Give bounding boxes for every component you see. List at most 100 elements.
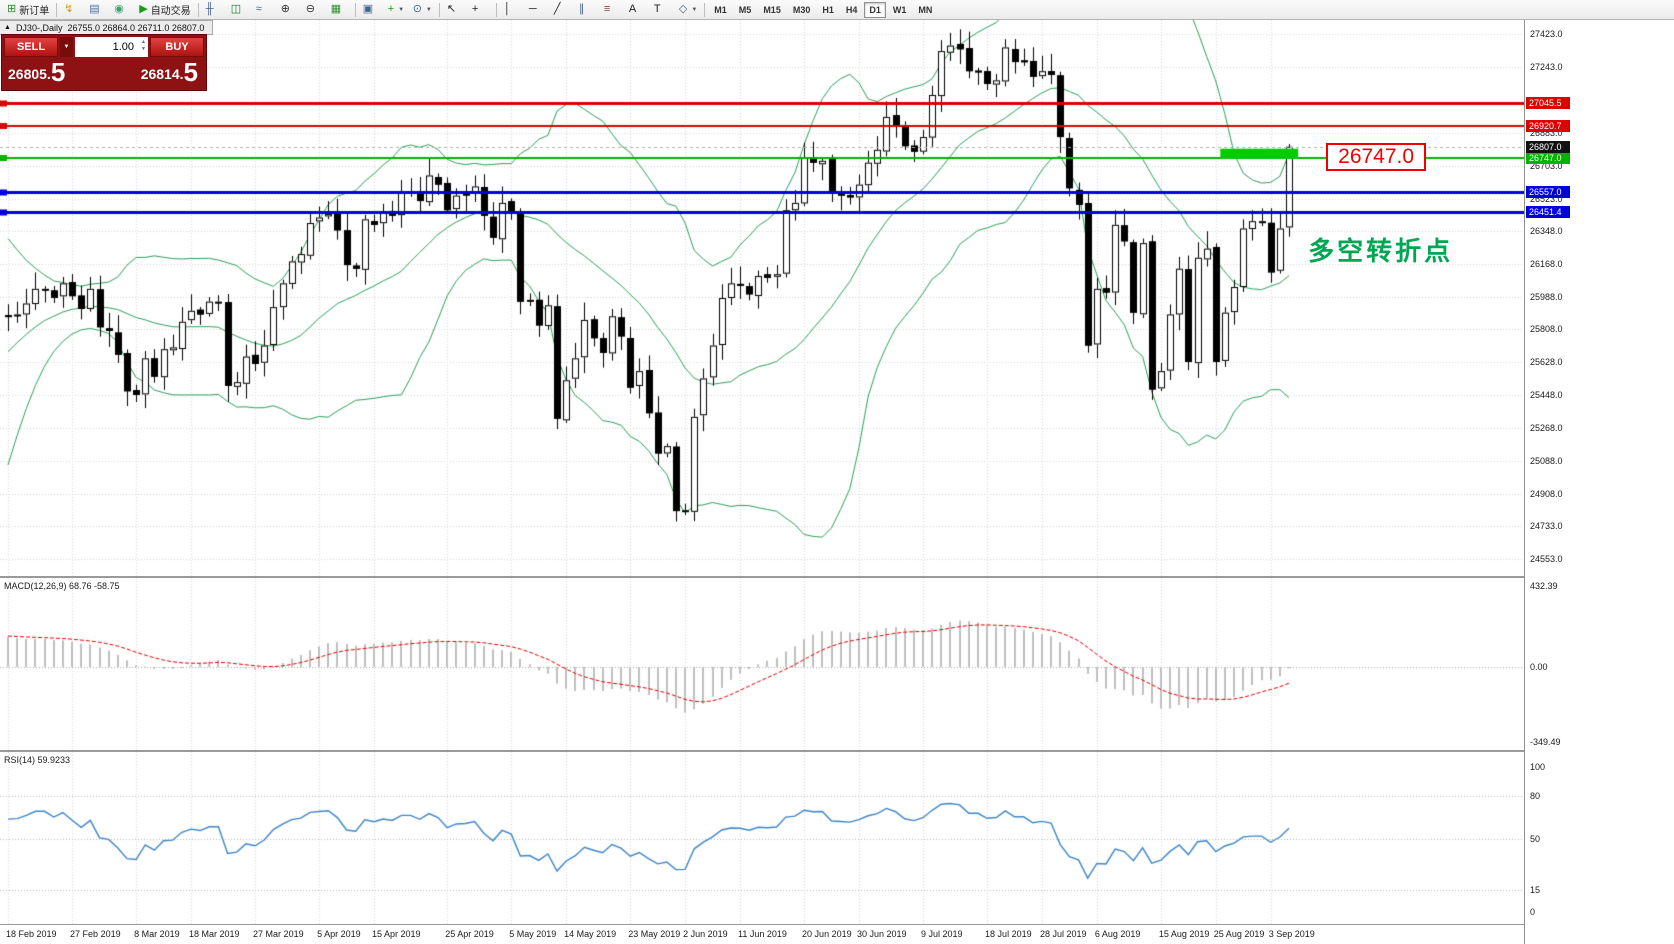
price-axis[interactable]: 27423.0 27243.0 26883.0 26703.0 26523.0 26348… [1524,20,1674,944]
toolbar-separator [56,2,58,17]
price-axis-label: 24733.0 [1530,521,1563,532]
timeframe-h1-button[interactable]: H1 [817,2,839,18]
label-button[interactable]: T [650,0,675,19]
date-label: 28 Jul 2019 [1039,929,1087,939]
chevron-down-icon: ▼ [425,6,432,13]
new-order-label: 新订单 [19,6,50,17]
sell-button[interactable]: SELL [4,37,58,57]
timeframe-w1-button[interactable]: W1 [888,2,912,18]
rsi-axis-label: 100 [1530,761,1546,772]
timeframe-h4-label: H4 [845,4,858,15]
timeframe-w1-label: W1 [892,4,907,15]
timeframe-d1-label: D1 [869,4,881,15]
timeframe-d1-button[interactable]: D1 [864,1,886,18]
tile-windows-icon: ▣ [362,3,374,15]
market-watch-icon: ▤ [89,3,100,15]
market-watch-button[interactable]: ▤ [85,0,110,19]
date-label: 9 Jul 2019 [921,929,963,939]
chart-window: ▲ DJ30-,Daily 26755.0 26864.0 26711.0 26… [0,20,1674,944]
price-pip-digit: 5 [183,57,198,87]
price-level-badge: 26451.4 [1526,205,1570,218]
macd-panel-canvas[interactable] [0,578,1524,750]
time-axis-separator [0,924,1674,925]
line-chart-button[interactable]: ≈ [252,0,277,19]
candlestick-chart-button[interactable]: ◫ [227,0,252,19]
tile-windows-button[interactable]: ▣ [359,0,384,19]
price-axis-label: 24553.0 [1530,553,1563,564]
fibonacci-button[interactable]: ≡ [600,0,625,19]
timeframe-m1-button[interactable]: M1 [709,2,732,18]
buy-button[interactable]: BUY [150,37,204,57]
auto-trading-button[interactable]: ▶ 自动交易 [135,0,194,19]
grid-button[interactable]: ▦ [327,0,352,19]
timeframe-mn-button[interactable]: MN [913,2,937,18]
cursor-button[interactable]: ↖ [443,0,468,19]
horizontal-line-button[interactable]: ─ [525,0,550,19]
crosshair-button[interactable]: + [468,0,493,19]
text-button[interactable]: A [625,0,650,19]
rsi-indicator-label: RSI(14) 59.9233 [4,755,71,765]
data-window-button[interactable]: ◉ [110,0,135,19]
main-chart-canvas[interactable] [0,20,1524,576]
timeframe-m15-label: M15 [763,4,781,15]
add-indicator-button[interactable]: + ▼ [384,0,409,19]
spin-down-icon[interactable]: ▼ [141,46,146,52]
rsi-panel-separator[interactable] [0,750,1674,752]
price-level-badge: 26557.0 [1526,186,1570,199]
label-icon: T [653,3,661,15]
profiles-button[interactable]: ↯ [60,0,85,19]
new-order-button[interactable]: ⊞ 新订单 [3,0,53,19]
price-axis-label: 25088.0 [1530,456,1563,467]
rsi-axis-label: 15 [1530,885,1541,896]
auto-trading-label: 自动交易 [150,6,191,17]
timeframe-m5-button[interactable]: M5 [734,2,757,18]
toolbar-separator [438,2,440,17]
channel-button[interactable]: ∥ [575,0,600,19]
annotation-text[interactable]: 多空转折点 [1308,235,1454,266]
date-label: 8 Mar 2019 [134,929,180,939]
crosshair-icon: + [471,3,479,15]
rsi-axis-label: 50 [1530,834,1541,845]
chart-ohlc-values: 26755.0 26864.0 26711.0 26807.0 [67,22,205,33]
price-level-badge: 26920.7 [1526,119,1570,132]
price-axis-label: 25448.0 [1530,390,1563,401]
buy-price: 26814. 5 [141,59,198,85]
date-label: 25 Aug 2019 [1213,929,1265,939]
chevron-down-icon: ▼ [691,6,698,13]
timeframe-m15-button[interactable]: M15 [758,2,786,18]
line-chart-icon: ≈ [255,3,262,15]
shapes-button[interactable]: ◇ ▼ [675,0,701,19]
timeframe-m1-label: M1 [714,4,727,15]
volume-input[interactable]: 1.00 ▲ ▼ [75,37,148,57]
price-callout-label[interactable]: 26747.0 [1326,142,1427,171]
date-label: 27 Mar 2019 [253,929,304,939]
shapes-icon: ◇ [678,3,688,15]
volume-options-caret[interactable]: ▼ [60,37,73,57]
bar-chart-button[interactable]: ╫ [202,0,227,19]
volume-spinner[interactable]: ▲ ▼ [141,39,146,53]
fibonacci-icon: ≡ [603,3,611,15]
timeframe-h4-button[interactable]: H4 [841,2,863,18]
timeframe-m30-button[interactable]: M30 [788,2,816,18]
date-label: 5 May 2019 [509,929,557,939]
timeframe-m5-label: M5 [738,4,752,15]
spin-up-icon[interactable]: ▲ [141,39,146,45]
time-axis[interactable]: 18 Feb 2019 27 Feb 2019 8 Mar 2019 18 Mar 2… [0,925,1524,944]
zoom-out-button[interactable]: ⊖ [302,0,327,19]
add-indicator-icon: + [387,3,395,15]
timeframe-mn-label: MN [918,4,933,15]
macd-panel-separator[interactable] [0,576,1674,578]
macd-indicator-label: MACD(12,26,9) 68.76 -58.75 [4,581,120,591]
vertical-line-button[interactable]: │ [500,0,525,19]
period-button[interactable]: ⊙ ▼ [409,0,436,19]
price-level-badge: 27045.5 [1526,97,1570,110]
date-label: 6 Aug 2019 [1094,929,1141,939]
chart-title-bar[interactable]: ▲ DJ30-,Daily 26755.0 26864.0 26711.0 26… [0,20,214,35]
trendline-button[interactable]: ╱ [550,0,575,19]
toolbar-separator [704,2,706,17]
profiles-icon: ↯ [64,3,74,15]
zoom-in-button[interactable]: ⊕ [277,0,302,19]
date-label: 20 Jun 2019 [802,929,852,939]
rsi-panel-canvas[interactable] [0,752,1524,924]
